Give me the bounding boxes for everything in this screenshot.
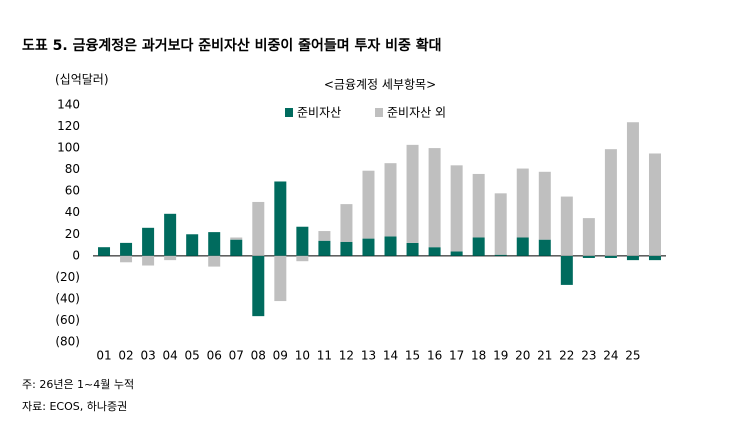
y-tick-label: 60: [65, 184, 80, 198]
bar: [296, 255, 309, 262]
bar: [274, 181, 287, 256]
x-tick-label: 04: [162, 349, 177, 363]
bar: [164, 213, 177, 256]
note: 자료: ECOS, 하나증권: [22, 399, 127, 413]
bar: [142, 255, 155, 266]
x-tick-label: 02: [118, 349, 133, 363]
bar: [230, 237, 243, 240]
bar: [626, 122, 639, 256]
x-tick-label: 10: [295, 349, 310, 363]
bar: [318, 231, 331, 241]
x-tick-label: 07: [229, 349, 244, 363]
bar: [340, 241, 353, 256]
bar: [494, 193, 507, 255]
x-tick-label: 12: [339, 349, 354, 363]
bar: [582, 255, 595, 258]
y-tick-label: 100: [57, 141, 80, 155]
x-tick-label: 05: [185, 349, 200, 363]
y-tick-label: (60): [55, 313, 80, 327]
bar: [274, 255, 287, 302]
bar: [120, 242, 133, 256]
y-tick-label: 20: [65, 227, 80, 241]
bar: [450, 251, 463, 256]
bar: [208, 232, 221, 256]
x-tick-label: 20: [515, 349, 530, 363]
bar: [252, 255, 265, 317]
x-tick-label: 24: [603, 349, 618, 363]
bar: [318, 240, 331, 256]
bar: [538, 239, 551, 256]
x-tick-label: 08: [251, 349, 266, 363]
x-tick-label: 15: [405, 349, 420, 363]
y-tick-label: (80): [55, 335, 80, 349]
bar: [142, 227, 155, 256]
bar: [252, 201, 265, 256]
x-tick-label: 09: [273, 349, 288, 363]
x-tick-label: 22: [559, 349, 574, 363]
bar: [362, 170, 375, 239]
chart-subtitle: <금융계정 세부항목>: [324, 78, 436, 92]
bar: [406, 144, 419, 243]
x-tick-label: 17: [449, 349, 464, 363]
bar: [648, 255, 661, 261]
bar: [516, 237, 529, 256]
y-tick-label: (40): [55, 291, 80, 305]
bar: [186, 234, 199, 256]
y-tick-label: 80: [65, 162, 80, 176]
legend-label: 준비자산: [297, 106, 341, 120]
bar: [582, 218, 595, 256]
bar: [384, 236, 397, 256]
bar: [230, 239, 243, 256]
y-tick-label: 140: [57, 98, 80, 112]
bar: [648, 153, 661, 256]
bar: [604, 149, 617, 256]
bar: [296, 226, 309, 256]
x-tick-label: 21: [537, 349, 552, 363]
bar: [98, 247, 111, 256]
legend-swatch: [285, 108, 293, 117]
bar: [626, 255, 639, 261]
chart-title: 도표 5. 금융계정은 과거보다 준비자산 비중이 줄어들며 투자 비중 확대: [22, 37, 442, 54]
bar: [384, 163, 397, 237]
bar: [428, 148, 441, 248]
bar: [538, 171, 551, 240]
x-tick-label: 18: [471, 349, 486, 363]
bar: [120, 255, 133, 263]
x-tick-label: 25: [625, 349, 640, 363]
bar: [494, 254, 507, 256]
bar: [560, 255, 573, 285]
bar: [406, 242, 419, 256]
note: 주: 26년은 1~4월 누적: [22, 378, 134, 391]
x-tick-label: 13: [361, 349, 376, 363]
x-tick-label: 16: [427, 349, 442, 363]
y-tick-label: 120: [57, 119, 80, 133]
x-tick-label: 11: [317, 349, 332, 363]
bar: [450, 165, 463, 252]
x-tick-label: 19: [493, 349, 508, 363]
x-tick-label: 14: [383, 349, 398, 363]
y-axis-label: (십억달러): [55, 73, 109, 87]
y-tick-label: 40: [65, 205, 80, 219]
x-tick-label: 03: [140, 349, 155, 363]
x-tick-label: 06: [207, 349, 222, 363]
bar: [604, 255, 617, 258]
y-tick-label: (20): [55, 270, 80, 284]
bar: [428, 247, 441, 256]
bar: [164, 255, 177, 261]
legend-swatch: [375, 108, 383, 117]
bar: [362, 238, 375, 256]
x-tick-label: 23: [581, 349, 596, 363]
legend-label: 준비자산 외: [387, 106, 446, 120]
bar: [472, 173, 485, 238]
bar: [340, 204, 353, 242]
bar: [516, 168, 529, 238]
bar: [472, 237, 485, 256]
x-tick-label: 01: [96, 349, 111, 363]
y-tick-label: 0: [72, 248, 80, 262]
bar: [560, 196, 573, 256]
bar: [208, 255, 221, 267]
